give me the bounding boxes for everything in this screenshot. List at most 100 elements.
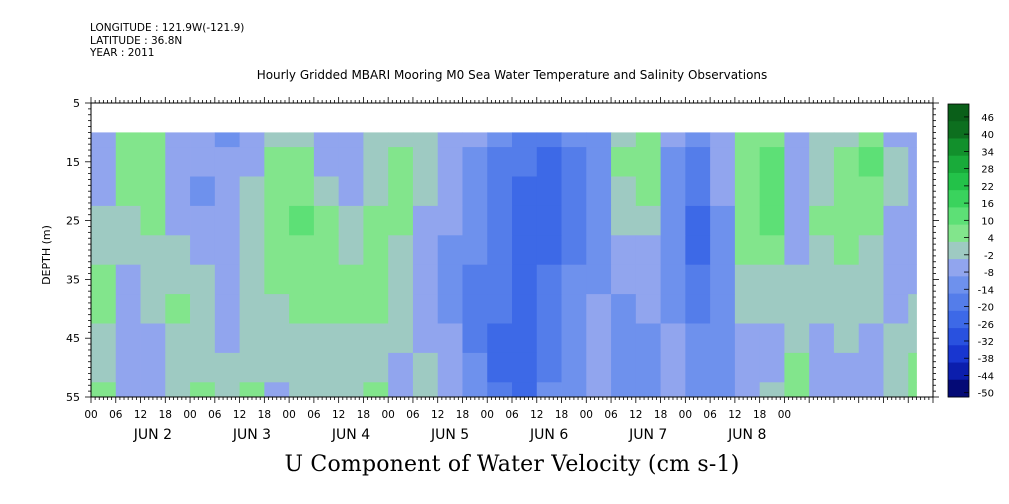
colorbar-band [948,328,969,346]
colorbar-frame [947,103,970,398]
heatmap-cell [908,323,917,354]
heatmap-cell [214,352,240,383]
colorbar-band [948,293,969,312]
heatmap-cell [487,294,513,324]
heatmap-cell [190,294,216,324]
heatmap-cell [140,352,166,383]
heatmap-cell [611,176,637,207]
colorbar-label: 22 [981,182,994,193]
heatmap-cell [264,382,290,398]
heatmap-cell [660,205,686,236]
x-tick-label: 00 [580,409,593,421]
heatmap-cell [140,264,166,295]
heatmap-cell [858,323,884,354]
colorbar-band [948,104,969,122]
heatmap-cell [586,147,612,177]
heatmap-cell [784,323,810,354]
heatmap-cell [140,132,166,148]
heatmap-cell [809,294,835,324]
heatmap-cell [784,352,810,383]
heatmap-cell [140,205,166,236]
x-tick-label: 06 [406,409,420,421]
x-tick-label: 00 [679,409,692,421]
heatmap-cell [536,176,562,207]
heatmap-cell [190,352,216,383]
heatmap-cell [412,132,439,148]
heatmap-cell [487,352,513,383]
heatmap-cell [784,176,810,207]
colorbar-band [948,276,969,294]
x-tick-label: 18 [258,409,271,421]
heatmap-cell [140,294,166,324]
heatmap-cell [313,205,340,236]
heatmap-cell [586,176,612,207]
heatmap-cell [313,176,340,207]
heatmap-cell [214,235,240,266]
heatmap-cell [388,323,414,354]
heatmap-cell [660,382,686,398]
heatmap-cell [833,205,860,236]
x-tick-label: 18 [753,409,766,421]
heatmap-cell [338,235,364,266]
heatmap-cell [289,352,315,383]
heatmap-cell [115,264,141,295]
heatmap-cell [710,205,736,236]
heatmap-cell [190,264,216,295]
x-tick-label: 00 [183,409,196,421]
heatmap-cell [289,176,315,207]
heatmap-cell [759,147,785,177]
heatmap-cell [809,352,835,383]
heatmap-cell [462,235,488,266]
heatmap-cell [289,382,315,398]
heatmap-cell [586,205,612,236]
heatmap-cell [214,323,240,354]
heatmap-cell [313,132,340,148]
heatmap-cell [264,205,290,236]
y-axis-label: DEPTH (m) [40,225,53,285]
heatmap-cell [289,264,315,295]
heatmap-cell [734,264,761,295]
heatmap-cell [784,205,810,236]
heatmap-cell [858,176,884,207]
heatmap-cell [487,264,513,295]
heatmap-cell [214,205,240,236]
heatmap-cell [462,147,488,177]
heatmap-cell [685,323,711,354]
heatmap-cell [91,382,117,398]
heatmap-cell [833,176,860,207]
heatmap-cell [412,176,439,207]
heatmap-cell [586,323,612,354]
heatmap-cell [214,294,240,324]
heatmap-cell [363,205,389,236]
mooring-metadata: LONGITUDE : 121.9W(-121.9) LATITUDE : 36… [90,22,244,60]
heatmap-cell [512,235,538,266]
heatmap-cell [289,147,315,177]
x-tick-label: 00 [481,409,494,421]
heatmap-cell [338,205,364,236]
heatmap-cell [313,147,340,177]
heatmap-cell [165,235,191,266]
heatmap-cell [437,382,463,398]
heatmap-cell [734,205,761,236]
heatmap-cell [388,382,414,398]
x-tick-label: 18 [555,409,568,421]
heatmap-cell [858,147,884,177]
colorbar-band [948,155,969,174]
heatmap-cell [883,294,909,324]
heatmap-cell [412,235,439,266]
heatmap-cell [611,323,637,354]
heatmap-cell [883,132,909,148]
heatmap-cell [437,264,463,295]
heatmap-cell [883,235,909,266]
heatmap-cell [611,382,637,398]
heatmap-cell [338,294,364,324]
heatmap-cell [611,294,637,324]
x-tick-label: 06 [505,409,519,421]
heatmap-cell [239,205,265,236]
heatmap-cell [784,264,810,295]
heatmap-cell [437,132,463,148]
heatmap-cell [412,147,439,177]
heatmap-cell [363,132,389,148]
heatmap-cell [91,235,117,266]
heatmap-cell [363,294,389,324]
